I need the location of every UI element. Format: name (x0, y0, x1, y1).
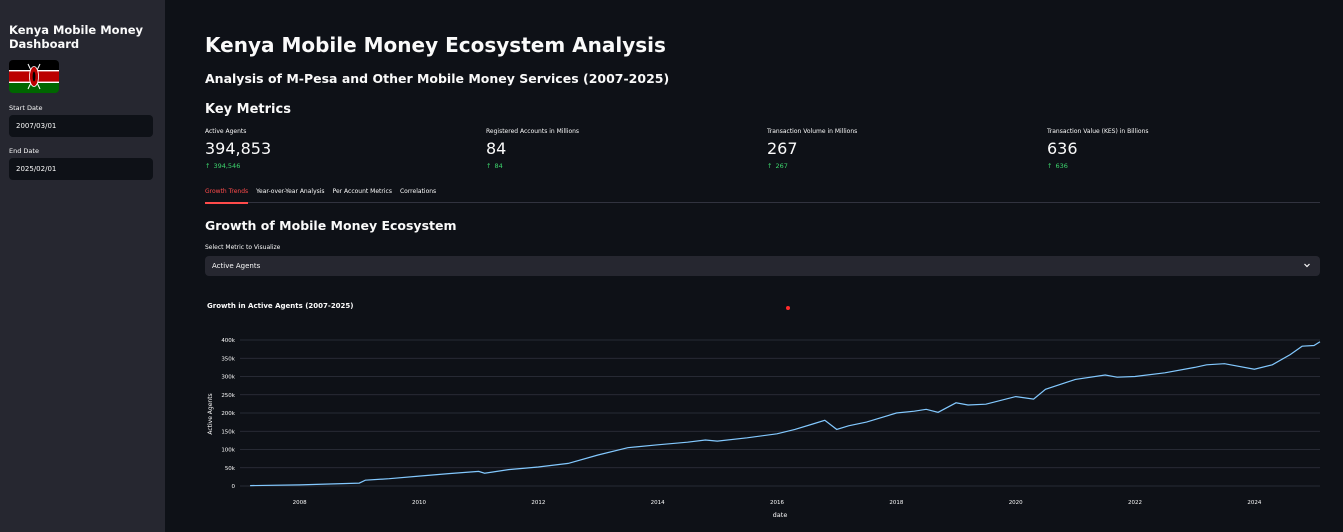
chevron-down-icon (1303, 261, 1311, 271)
y-tick-label: 50k (225, 466, 236, 472)
metric-delta: ↑ 84 (486, 162, 736, 170)
start-date-label: Start Date (9, 104, 43, 112)
start-date-input[interactable]: 2007/03/01 (9, 115, 153, 137)
tab-growth-trends[interactable]: Growth Trends (205, 186, 249, 204)
x-tick-label: 2024 (1247, 500, 1261, 506)
y-tick-label: 100k (221, 448, 235, 454)
y-tick-label: 200k (221, 411, 235, 417)
metric-active-agents: Active Agents 394,853 ↑ 394,546 (205, 128, 455, 170)
arrow-up-icon: ↑ (1047, 162, 1053, 170)
y-tick-label: 350k (221, 356, 235, 362)
x-tick-label: 2022 (1128, 500, 1142, 506)
metric-delta-value: 636 (1055, 162, 1068, 170)
arrow-up-icon: ↑ (767, 162, 773, 170)
metric-transaction-volume: Transaction Volume in Millions 267 ↑ 267 (767, 128, 1017, 170)
x-axis-label: date (773, 511, 788, 519)
x-tick-label: 2014 (651, 500, 665, 506)
metric-label: Transaction Value (KES) in Billions (1047, 128, 1149, 135)
growth-section-title: Growth of Mobile Money Ecosystem (205, 218, 457, 233)
metric-delta: ↑ 267 (767, 162, 1017, 170)
metric-delta-value: 394,546 (213, 162, 241, 170)
y-tick-label: 300k (221, 375, 235, 381)
metric-select-label: Select Metric to Visualize (205, 244, 281, 251)
tab-bar: Growth Trends Year-over-Year Analysis Pe… (205, 186, 1320, 204)
metric-delta: ↑ 636 (1047, 162, 1297, 170)
tab-per-account-metrics[interactable]: Per Account Metrics (332, 188, 392, 195)
metric-delta: ↑ 394,546 (205, 162, 455, 170)
end-date-input[interactable]: 2025/02/01 (9, 158, 153, 180)
arrow-up-icon: ↑ (205, 162, 211, 170)
metric-value: 84 (486, 139, 507, 158)
end-date-label: End Date (9, 147, 39, 155)
growth-chart: 0 50k 100k 150k 200k 250k 300k 350k 400k 2008 201… (207, 338, 1321, 519)
x-tick-label: 2012 (531, 500, 545, 506)
series-line-active-agents (250, 341, 1321, 487)
metric-delta-value: 84 (494, 162, 503, 170)
chart-title: Growth in Active Agents (2007-2025) (207, 302, 354, 310)
y-tick-label: 0 (232, 484, 236, 490)
metric-delta-value: 267 (775, 162, 788, 170)
x-tick-label: 2016 (770, 500, 784, 506)
y-axis-label: Active Agents (207, 393, 214, 434)
page-title: Kenya Mobile Money Ecosystem Analysis (205, 33, 666, 57)
metric-label: Active Agents (205, 128, 247, 135)
metric-label: Transaction Volume in Millions (767, 128, 858, 135)
x-tick-label: 2020 (1009, 500, 1023, 506)
status-indicator (786, 306, 790, 310)
tab-year-over-year[interactable]: Year-over-Year Analysis (256, 188, 325, 195)
metric-select-value: Active Agents (212, 262, 261, 270)
y-tick-label: 150k (221, 429, 235, 435)
metric-transaction-value: Transaction Value (KES) in Billions 636 … (1047, 128, 1297, 170)
metric-select[interactable]: Active Agents (205, 256, 1320, 276)
tab-correlations[interactable]: Correlations (399, 188, 437, 195)
metric-registered-accounts: Registered Accounts in Millions 84 ↑ 84 (486, 128, 736, 170)
y-tick-label: 400k (221, 338, 235, 344)
arrow-up-icon: ↑ (486, 162, 492, 170)
kenya-flag-icon (9, 60, 59, 93)
x-tick-label: 2008 (293, 500, 307, 506)
metric-value: 394,853 (205, 139, 272, 158)
metric-value: 636 (1047, 139, 1078, 158)
key-metrics-heading: Key Metrics (205, 102, 291, 117)
page-subtitle: Analysis of M-Pesa and Other Mobile Mone… (205, 71, 670, 86)
metric-label: Registered Accounts in Millions (486, 128, 580, 135)
sidebar-title: Kenya Mobile Money Dashboard (9, 23, 144, 51)
y-tick-label: 250k (221, 393, 235, 399)
sidebar: Kenya Mobile Money Dashboard Start Date … (0, 0, 165, 532)
metric-value: 267 (767, 139, 798, 158)
x-tick-label: 2010 (412, 500, 426, 506)
x-tick-label: 2018 (889, 500, 903, 506)
